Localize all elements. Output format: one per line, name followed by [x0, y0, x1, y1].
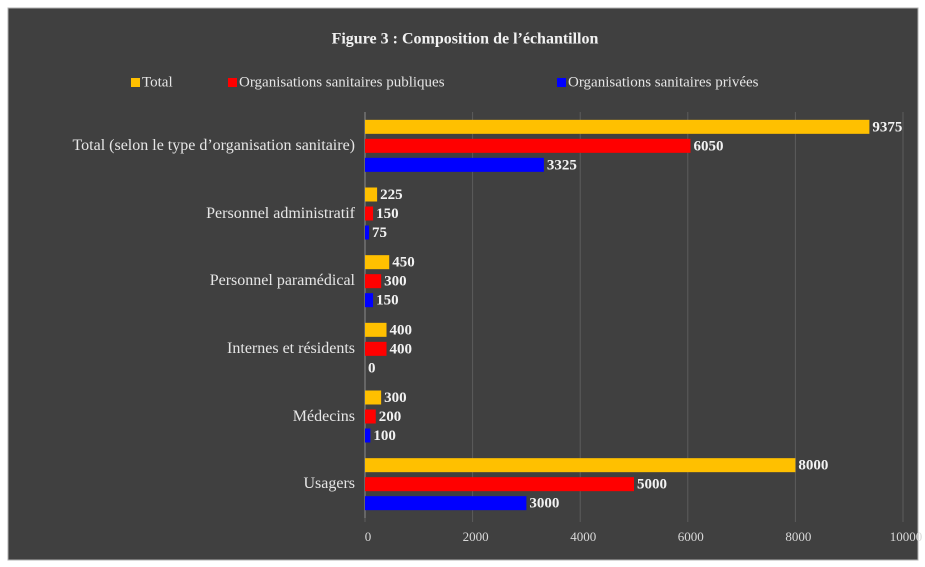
bar — [365, 477, 634, 492]
data-label: 400 — [390, 341, 413, 357]
legend-label: Total — [142, 74, 173, 90]
bar — [365, 119, 870, 134]
bar — [365, 206, 374, 221]
bar — [365, 322, 387, 337]
y-tick-label: Personnel administratif — [206, 204, 355, 222]
data-label: 225 — [380, 187, 403, 203]
x-tick-label: 6000 — [678, 529, 704, 544]
data-label: 75 — [372, 225, 387, 241]
bar — [365, 138, 691, 153]
bar — [365, 428, 371, 443]
data-label: 150 — [376, 206, 399, 222]
legend-marker — [131, 78, 140, 87]
legend-marker — [557, 78, 566, 87]
y-tick-label: Usagers — [303, 475, 355, 493]
y-tick-label: Personnel paramédical — [209, 272, 355, 290]
data-label: 100 — [373, 428, 396, 444]
bar — [365, 496, 527, 511]
x-tick-label: 2000 — [463, 529, 489, 544]
bar — [365, 187, 378, 202]
data-label: 3000 — [529, 496, 559, 512]
bar — [365, 157, 544, 172]
data-label: 3325 — [547, 157, 577, 173]
data-label: 6050 — [693, 138, 723, 154]
chart-title: Figure 3 : Composition de l’échantillon — [332, 31, 599, 48]
bar — [365, 255, 390, 270]
legend-label: Organisations sanitaires publiques — [239, 74, 445, 90]
x-tick-label: 10000 — [890, 529, 923, 544]
y-tick-label: Total (selon le type d’organisation sani… — [72, 136, 356, 154]
legend-marker — [228, 78, 237, 87]
x-tick-label: 0 — [365, 529, 372, 544]
bar — [365, 409, 376, 424]
data-label: 450 — [392, 255, 415, 271]
bar — [365, 458, 796, 473]
data-label: 300 — [384, 274, 407, 290]
bar — [365, 274, 382, 289]
bar — [365, 390, 382, 405]
data-label: 150 — [376, 293, 399, 309]
x-tick-label: 4000 — [570, 529, 596, 544]
y-tick-label: Médecins — [292, 407, 355, 425]
data-label: 300 — [384, 390, 407, 406]
data-label: 8000 — [798, 458, 828, 474]
data-label: 0 — [368, 360, 376, 376]
data-label: 9375 — [872, 119, 902, 135]
y-tick-label: Internes et résidents — [227, 339, 355, 357]
bar — [365, 225, 370, 240]
bar — [365, 293, 374, 308]
bar — [365, 341, 387, 356]
data-label: 200 — [379, 409, 402, 425]
x-tick-label: 8000 — [785, 529, 811, 544]
data-label: 400 — [390, 322, 413, 338]
legend-label: Organisations sanitaires privées — [568, 74, 759, 90]
data-label: 5000 — [637, 477, 667, 493]
